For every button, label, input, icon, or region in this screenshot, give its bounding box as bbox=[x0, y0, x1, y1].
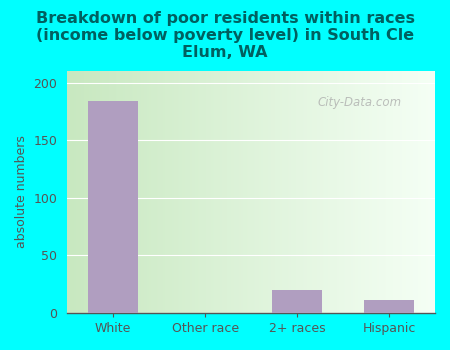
Text: City-Data.com: City-Data.com bbox=[317, 96, 401, 109]
Text: Breakdown of poor residents within races
(income below poverty level) in South C: Breakdown of poor residents within races… bbox=[36, 10, 414, 60]
Bar bbox=[364, 300, 414, 313]
Bar bbox=[272, 290, 322, 313]
Bar bbox=[88, 101, 139, 313]
Y-axis label: absolute numbers: absolute numbers bbox=[15, 135, 28, 248]
